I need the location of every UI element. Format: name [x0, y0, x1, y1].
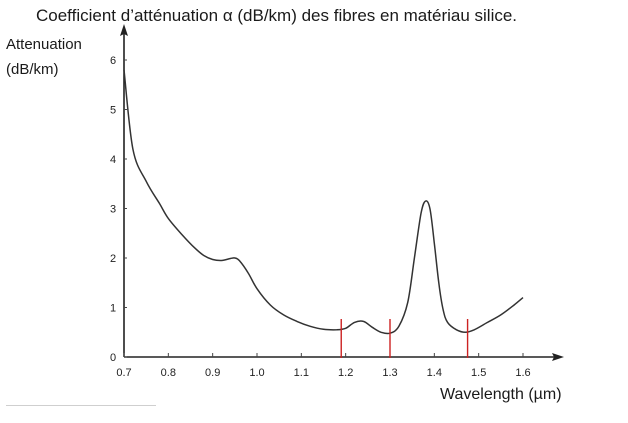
decorative-divider — [6, 405, 156, 406]
x-tick-label: 1.2 — [338, 367, 353, 379]
x-tick-label: 0.9 — [205, 367, 220, 379]
y-tick-label: 6 — [110, 55, 116, 67]
x-tick-label: 0.7 — [116, 367, 131, 379]
y-axis-arrow — [120, 24, 128, 36]
x-axis-arrow — [552, 353, 564, 361]
y-axis-label-line1: Attenuation — [6, 36, 82, 53]
y-tick-label: 0 — [110, 352, 116, 364]
y-tick-label: 4 — [110, 154, 116, 166]
x-tick-label: 1.4 — [427, 367, 442, 379]
attenuation-curve — [123, 69, 524, 335]
y-tick-label: 3 — [110, 204, 116, 216]
x-tick-label: 1.3 — [382, 367, 397, 379]
x-tick-label: 1.0 — [249, 367, 264, 379]
x-tick-label: 1.6 — [515, 367, 530, 379]
x-tick-label: 1.1 — [294, 367, 309, 379]
x-axis-label: Wavelength (µm) — [440, 386, 562, 403]
y-tick-label: 2 — [110, 253, 116, 265]
x-tick-label: 0.8 — [161, 367, 176, 379]
y-tick-label: 5 — [110, 105, 116, 117]
x-tick-label: 1.5 — [471, 367, 486, 379]
chart-title: Coefficient d’atténuation α (dB/km) des … — [36, 6, 518, 25]
y-axis-label-line2: (dB/km) — [6, 61, 59, 78]
y-tick-label: 1 — [110, 303, 116, 315]
